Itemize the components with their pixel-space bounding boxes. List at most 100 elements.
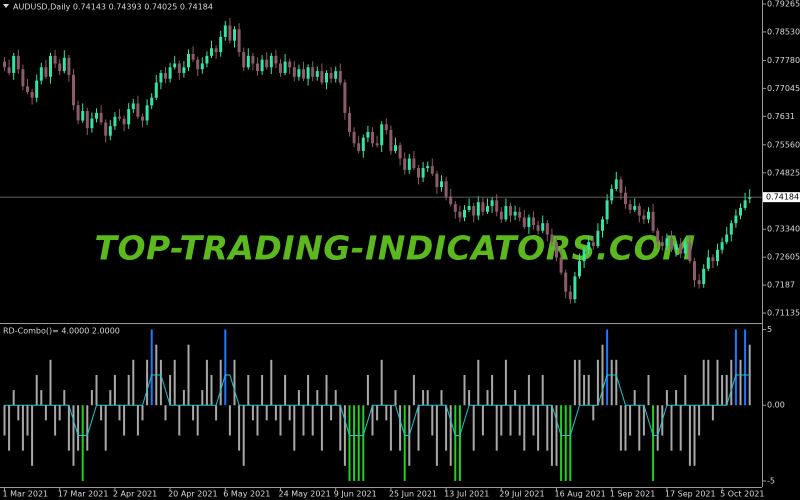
candle-body xyxy=(651,211,655,231)
histogram-bar xyxy=(123,405,126,436)
candle-body xyxy=(509,206,512,216)
last-price-label: 0.74184 xyxy=(766,193,799,202)
candle-body xyxy=(513,211,517,216)
histogram-bar xyxy=(592,405,595,421)
candle-body xyxy=(265,59,269,68)
histogram-bar xyxy=(454,405,457,481)
histogram-bar xyxy=(284,374,287,406)
x-tick-label: 20 Apr 2021 xyxy=(168,490,217,499)
histogram-bar xyxy=(95,374,98,406)
histogram-bar xyxy=(670,405,673,451)
histogram-bar xyxy=(532,405,535,436)
candle-body xyxy=(53,55,57,64)
histogram-bar xyxy=(739,359,742,406)
candle-body xyxy=(573,276,577,300)
candle-body xyxy=(325,72,328,83)
candle-body xyxy=(274,55,278,64)
histogram-bar xyxy=(146,359,149,406)
histogram-bar xyxy=(224,329,227,406)
y-tick-label: 0.00 xyxy=(767,401,785,410)
histogram-bar xyxy=(279,405,282,436)
candle-body xyxy=(246,55,250,68)
candle-body xyxy=(44,67,48,77)
indicator-value: 2.0000 xyxy=(92,326,120,335)
histogram-bar xyxy=(362,405,365,481)
y-tick-label: 0.78530 xyxy=(767,27,800,36)
x-tick-label: 6 May 2021 xyxy=(223,490,270,499)
high: 0.74393 xyxy=(109,2,142,11)
histogram-bar xyxy=(35,374,38,406)
x-tick-label: 13 Jul 2021 xyxy=(444,490,489,499)
candle-body xyxy=(256,63,259,72)
histogram-bar xyxy=(100,405,103,421)
histogram-bar xyxy=(440,390,443,406)
candle-body xyxy=(191,53,195,60)
candle-body xyxy=(481,202,485,212)
histogram-bar xyxy=(297,390,300,406)
candle-body xyxy=(407,158,411,170)
histogram-bar xyxy=(219,359,222,406)
histogram-bar xyxy=(417,405,420,451)
candle-body xyxy=(628,204,632,210)
histogram-bar xyxy=(702,359,705,406)
histogram-bar xyxy=(192,405,195,421)
candle-body xyxy=(49,55,52,77)
histogram-bar xyxy=(265,405,268,421)
histogram-bar xyxy=(270,359,273,406)
x-tick-label: 16 Aug 2021 xyxy=(555,490,606,499)
histogram-bar xyxy=(86,405,89,451)
candle-body xyxy=(306,67,310,79)
candle-body xyxy=(154,82,158,98)
candle-body xyxy=(642,215,646,220)
histogram-bar xyxy=(422,390,425,406)
candle-body xyxy=(729,223,733,235)
histogram-bar xyxy=(500,405,503,436)
candle-body xyxy=(467,206,471,210)
candle-body xyxy=(338,71,342,83)
histogram-bar xyxy=(725,374,728,406)
histogram-bar xyxy=(481,405,484,436)
candle-body xyxy=(614,179,618,189)
candle-body xyxy=(380,124,384,146)
histogram-bar xyxy=(412,374,415,406)
histogram-bar xyxy=(564,405,567,481)
candle-body xyxy=(665,238,669,246)
y-tick-label: 0.79265 xyxy=(767,0,800,8)
histogram-bar xyxy=(44,405,47,421)
candle-body xyxy=(16,55,20,70)
candle-body xyxy=(122,118,126,125)
histogram-bar xyxy=(486,390,489,406)
candle-body xyxy=(601,219,604,231)
candle-body xyxy=(113,116,117,127)
candle-body xyxy=(504,206,508,220)
histogram-bar xyxy=(431,405,434,436)
candle-body xyxy=(518,211,522,218)
histogram-bar xyxy=(675,390,678,406)
histogram-bar xyxy=(504,359,507,406)
candle-body xyxy=(311,67,315,77)
histogram-bar xyxy=(274,405,277,421)
candle-body xyxy=(458,211,462,218)
histogram-bar xyxy=(491,374,494,406)
candle-body xyxy=(196,59,200,70)
histogram-bar xyxy=(583,374,586,406)
histogram-bar xyxy=(509,405,512,436)
histogram-bar xyxy=(302,405,305,436)
candle-body xyxy=(210,48,213,56)
candle-body xyxy=(320,71,324,83)
candle-body xyxy=(219,36,223,53)
y-tick-label: 0.77045 xyxy=(767,84,800,93)
histogram-bar xyxy=(371,405,374,436)
histogram-bar xyxy=(353,405,356,481)
candle-body xyxy=(223,25,227,37)
histogram-bar xyxy=(541,374,544,406)
histogram-bar xyxy=(656,405,659,451)
candle-body xyxy=(384,124,388,131)
histogram-bar xyxy=(173,359,176,406)
histogram-bar xyxy=(40,390,43,406)
histogram-bar xyxy=(463,374,466,406)
candle-body xyxy=(131,103,135,110)
candle-body xyxy=(688,242,692,262)
x-tick-label: 1 Sep 2021 xyxy=(610,490,656,499)
histogram-bar xyxy=(615,359,618,406)
